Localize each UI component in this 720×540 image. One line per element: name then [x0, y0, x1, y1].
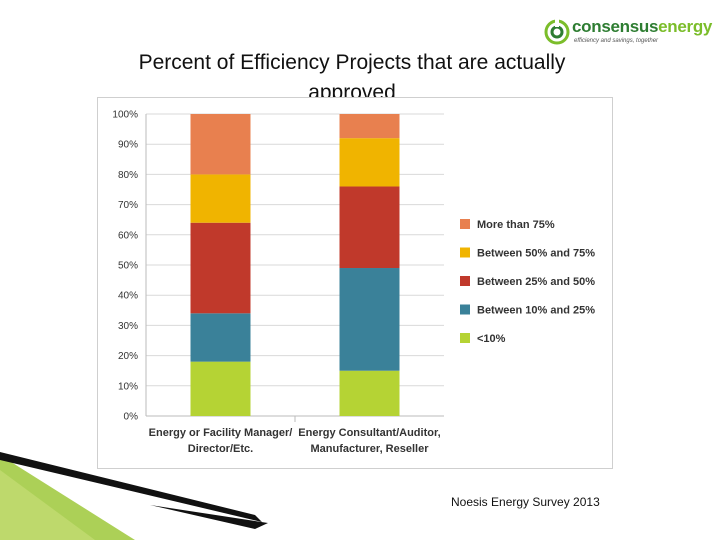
- x-category-label: Manufacturer, Reseller: [311, 443, 430, 455]
- bar-segment: [339, 370, 400, 416]
- x-category-label: Director/Etc.: [188, 443, 253, 455]
- x-category-label: Energy Consultant/Auditor,: [298, 427, 440, 439]
- legend-swatch: [460, 333, 470, 343]
- bar-segment: [339, 268, 400, 371]
- y-tick-label: 90%: [118, 140, 138, 151]
- y-tick-label: 0%: [124, 412, 139, 423]
- company-logo: consensusenergy efficiency and savings, …: [544, 17, 714, 49]
- legend-label: <10%: [477, 333, 506, 345]
- y-tick-label: 20%: [118, 351, 138, 362]
- bar-segment: [190, 174, 251, 223]
- y-tick-label: 60%: [118, 230, 138, 241]
- logo-wordmark: consensusenergy: [572, 17, 712, 37]
- source-citation: Noesis Energy Survey 2013: [451, 495, 600, 509]
- y-tick-label: 50%: [118, 261, 138, 272]
- bar-segment: [190, 313, 251, 362]
- y-tick-label: 10%: [118, 381, 138, 392]
- legend-swatch: [460, 219, 470, 229]
- legend-label: Between 50% and 75%: [477, 248, 595, 260]
- logo-mark-icon: [544, 19, 570, 45]
- legend-swatch: [460, 247, 470, 258]
- y-tick-label: 30%: [118, 321, 138, 332]
- x-category-label: Energy or Facility Manager/: [149, 427, 293, 439]
- legend-swatch: [460, 304, 470, 315]
- legend-label: Between 10% and 25%: [477, 305, 595, 317]
- bar-segment: [190, 114, 251, 175]
- legend-label: More than 75%: [477, 219, 555, 231]
- bar-segment: [339, 138, 400, 187]
- logo-tagline: efficiency and savings, together: [574, 38, 659, 44]
- legend-label: Between 25% and 50%: [477, 276, 595, 288]
- y-tick-label: 80%: [118, 170, 138, 181]
- y-tick-label: 70%: [118, 200, 138, 211]
- bar-segment: [339, 114, 400, 139]
- bar-segment: [190, 222, 251, 314]
- stacked-bar-chart: 0% 10% 20% 30% 40% 50% 60% 70% 80% 90% 100% Energy …: [112, 110, 595, 456]
- legend-swatch: [460, 276, 470, 286]
- y-tick-label: 100%: [112, 110, 138, 121]
- y-tick-label: 40%: [118, 291, 138, 302]
- bar-segment: [339, 186, 400, 269]
- logo-wordmark-part2: energy: [658, 17, 713, 36]
- chart-frame: 0% 10% 20% 30% 40% 50% 60% 70% 80% 90% 100% Energy …: [97, 97, 613, 469]
- bar-segment: [190, 361, 251, 416]
- logo-wordmark-part1: consensus: [572, 17, 659, 36]
